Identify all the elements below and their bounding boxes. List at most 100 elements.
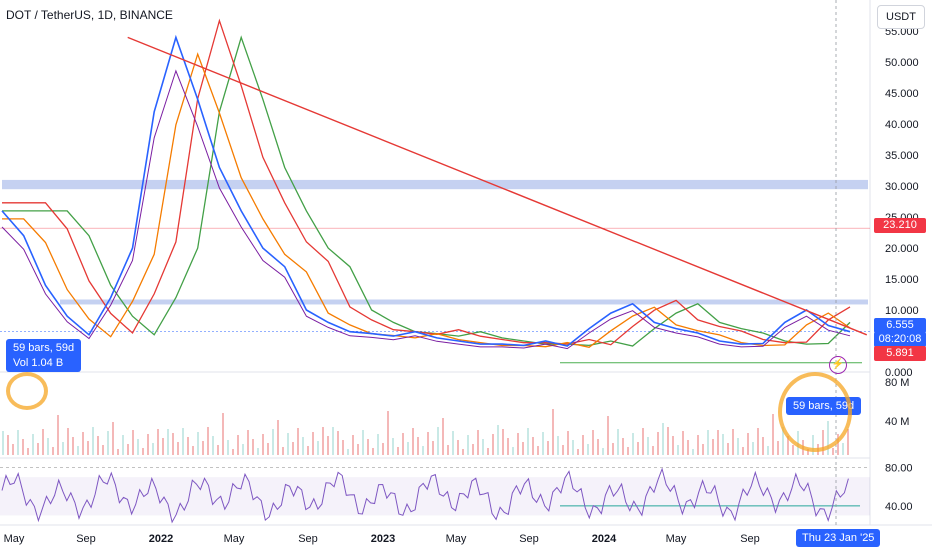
volume-bar	[782, 427, 784, 455]
price-tick-label: 0.000	[885, 367, 913, 379]
lightning-icon[interactable]: ⚡	[829, 356, 847, 374]
volume-bar	[52, 447, 54, 455]
volume-bar	[202, 441, 204, 455]
volume-bar	[102, 445, 104, 455]
volume-bar	[242, 444, 244, 455]
volume-bar	[632, 433, 634, 455]
volume-bar	[772, 414, 774, 455]
volume-bar	[647, 437, 649, 455]
volume-bar	[567, 431, 569, 455]
rsi-band	[0, 477, 870, 516]
volume-bar	[57, 415, 59, 455]
currency-button[interactable]: USDT	[877, 5, 925, 29]
volume-bar	[282, 447, 284, 455]
volume-bar	[152, 443, 154, 455]
series-line-red	[2, 18, 851, 346]
volume-bar	[72, 437, 74, 455]
trendline	[127, 36, 868, 336]
volume-bar	[642, 428, 644, 455]
volume-bar	[367, 439, 369, 455]
volume-bar	[192, 446, 194, 455]
volume-bar	[512, 447, 514, 455]
price-tick-label: 15.000	[885, 274, 919, 286]
volume-bar	[132, 430, 134, 455]
measure-box-left: 59 bars, 59d Vol 1.04 B	[6, 339, 82, 372]
volume-bar	[237, 435, 239, 455]
volume-bar	[737, 438, 739, 455]
volume-bar	[537, 446, 539, 455]
price-tick-label: 40.000	[885, 119, 919, 131]
time-tick-label: May	[224, 533, 245, 545]
volume-bar	[682, 431, 684, 455]
volume-bar	[597, 439, 599, 455]
volume-bar	[112, 422, 114, 455]
volume-bar	[467, 435, 469, 455]
time-tick-label: Sep	[76, 533, 96, 545]
price-tick-label: 30.000	[885, 181, 919, 193]
volume-bar	[297, 428, 299, 455]
chart-title: DOT / TetherUS, 1D, BINANCE	[6, 8, 173, 22]
volume-bar	[692, 449, 694, 455]
volume-bar	[527, 428, 529, 455]
volume-bar	[62, 442, 64, 455]
volume-bar	[612, 443, 614, 455]
volume-bar	[42, 429, 44, 455]
time-tick-label: 2022	[149, 533, 173, 545]
volume-bar	[837, 434, 839, 455]
volume-bar	[232, 449, 234, 455]
volume-bar	[317, 441, 319, 455]
volume-bar	[517, 433, 519, 455]
annotation-circle-left	[6, 372, 48, 410]
volume-bar	[17, 430, 19, 455]
resistance-zone	[2, 179, 868, 190]
volume-bar	[807, 449, 809, 455]
volume-bar	[742, 447, 744, 455]
price-tag-upper: 23.210	[874, 218, 926, 233]
series-line-orange	[2, 52, 851, 348]
volume-bar	[832, 448, 834, 455]
price-tag-last: 6.555	[874, 318, 926, 333]
volume-bar	[307, 446, 309, 455]
volume-bar	[447, 445, 449, 455]
price-tag-countdown: 08:20:08	[874, 332, 926, 347]
volume-bar	[212, 436, 214, 455]
time-tick-label: Sep	[519, 533, 539, 545]
volume-bar	[452, 431, 454, 455]
volume-bar	[732, 429, 734, 455]
volume-bar	[477, 430, 479, 455]
volume-bar	[702, 444, 704, 455]
volume-bar	[552, 409, 554, 455]
volume-bar	[842, 443, 844, 455]
volume-bar	[587, 444, 589, 455]
volume-bar	[542, 432, 544, 455]
volume-bar	[722, 434, 724, 455]
volume-bar	[402, 433, 404, 455]
volume-bar	[67, 428, 69, 455]
volume-bar	[27, 448, 29, 455]
volume-bar	[417, 437, 419, 455]
volume-bar	[657, 432, 659, 455]
volume-bar	[37, 443, 39, 455]
volume-bar	[562, 445, 564, 455]
time-tick-label: May	[4, 533, 25, 545]
volume-bar	[457, 440, 459, 455]
volume-bar	[592, 430, 594, 455]
volume-bar	[322, 427, 324, 455]
volume-bar	[12, 444, 14, 455]
volume-bar	[497, 425, 499, 455]
volume-bar	[792, 445, 794, 455]
volume-bar	[2, 431, 4, 455]
volume-bar	[352, 435, 354, 455]
volume-bar	[557, 436, 559, 455]
volume-bar	[532, 437, 534, 455]
volume-bar	[7, 435, 9, 455]
volume-bar	[502, 429, 504, 455]
volume-bar	[77, 446, 79, 455]
volume-bar	[312, 432, 314, 455]
volume-bar	[207, 427, 209, 455]
volume-bar	[217, 445, 219, 455]
volume-bar	[442, 418, 444, 455]
volume-bar	[432, 441, 434, 455]
volume-bar	[547, 441, 549, 455]
